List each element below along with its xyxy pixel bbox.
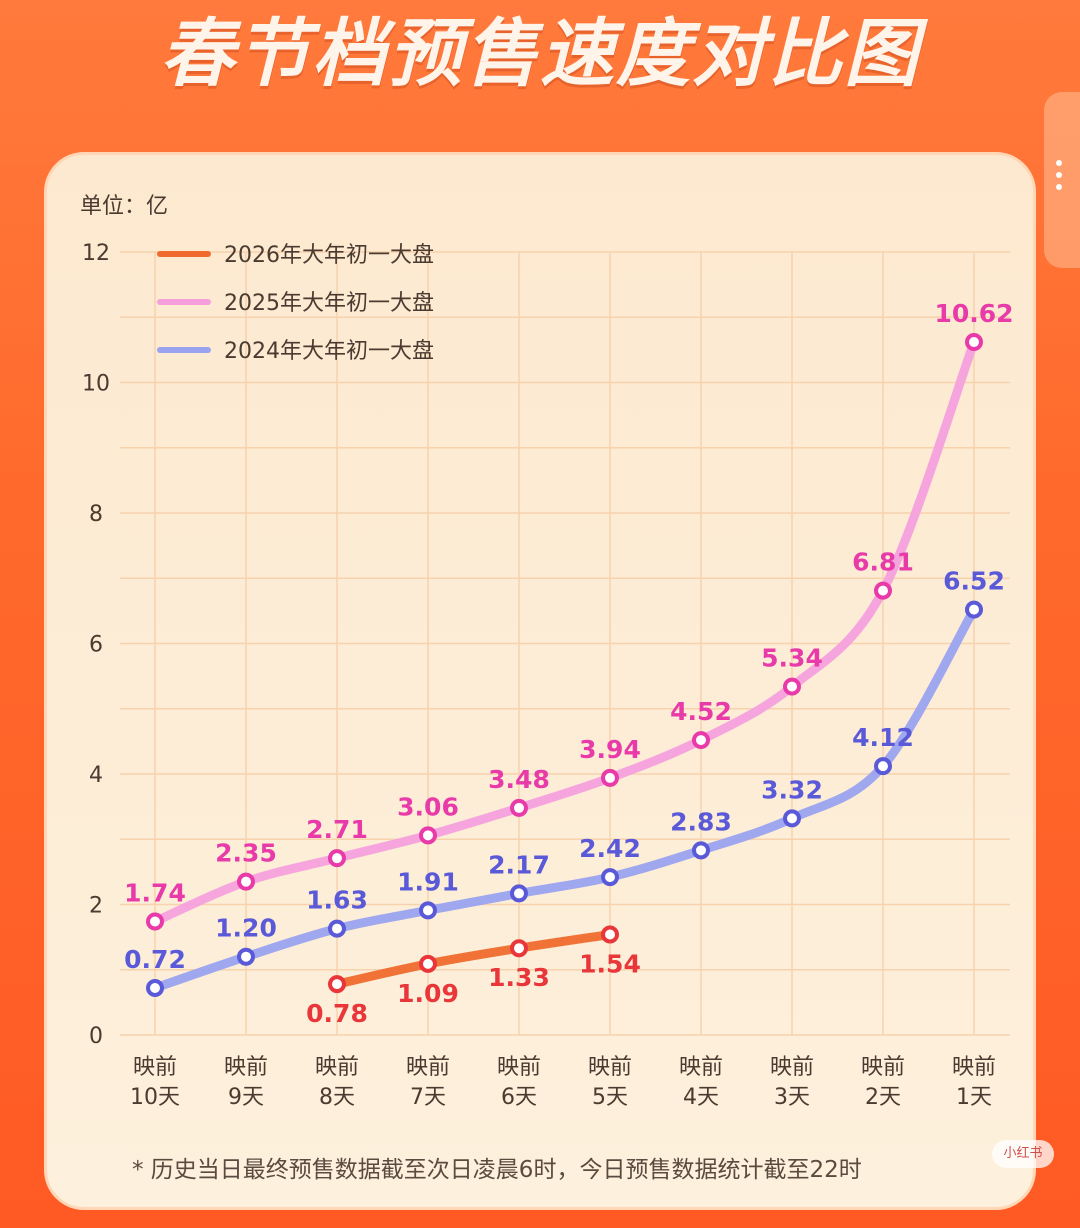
side-scroll-handle[interactable]: [1044, 92, 1080, 268]
data-point-2026: [419, 954, 437, 973]
data-label-2026: 1.33: [488, 963, 550, 992]
series-line-2024: [150, 605, 979, 993]
data-point-2024: [328, 919, 346, 938]
data-point-2024: [874, 757, 892, 776]
data-point-2025: [965, 333, 983, 352]
x-tick-label: 映前: [406, 1055, 450, 1080]
data-label-2024: 1.63: [306, 886, 368, 915]
x-tick-label: 映前: [679, 1055, 723, 1080]
data-label-2025: 1.74: [124, 878, 186, 907]
x-tick-label: 4天: [683, 1085, 719, 1110]
legend-label: 2025年大年初一大盘: [224, 291, 434, 316]
watermark-badge: 小红书: [992, 1140, 1054, 1168]
legend-label: 2026年大年初一大盘: [224, 243, 434, 268]
x-tick-label: 映前: [588, 1055, 632, 1080]
data-label-2024: 3.32: [761, 775, 823, 804]
x-tick-label: 映前: [224, 1055, 268, 1080]
x-tick-label: 1天: [956, 1085, 992, 1110]
data-point-2026: [510, 939, 528, 958]
x-tick-label: 映前: [770, 1055, 814, 1080]
y-tick-label: 8: [89, 502, 103, 527]
data-label-2024: 1.91: [397, 867, 459, 896]
unit-label: 单位：亿: [80, 194, 169, 219]
data-point-2024: [692, 841, 710, 860]
x-tick-label: 3天: [774, 1085, 810, 1110]
data-label-2024: 6.52: [943, 567, 1005, 596]
x-tick-label: 7天: [410, 1085, 446, 1110]
data-label-2024: 4.12: [852, 723, 914, 752]
y-tick-label: 0: [89, 1024, 103, 1049]
data-point-2025: [146, 912, 164, 931]
data-label-2025: 2.71: [306, 815, 368, 844]
data-label-2024: 0.72: [124, 945, 186, 974]
x-tick-label: 10天: [130, 1085, 180, 1110]
legend-label: 2024年大年初一大盘: [224, 339, 434, 364]
footnote: * 历史当日最终预售数据截至次日凌晨6时，今日预售数据统计截至22时: [132, 1157, 862, 1183]
data-point-2025: [328, 849, 346, 868]
data-point-2024: [601, 868, 619, 887]
series-line-2025: [150, 337, 979, 926]
x-tick-label: 映前: [861, 1055, 905, 1080]
data-label-2026: 1.09: [397, 979, 459, 1008]
data-point-2025: [237, 872, 255, 891]
x-tick-label: 映前: [952, 1055, 996, 1080]
data-label-2025: 4.52: [670, 697, 732, 726]
data-label-2025: 6.81: [852, 548, 914, 577]
data-point-2025: [510, 798, 528, 817]
x-tick-label: 映前: [497, 1055, 541, 1080]
x-tick-label: 2天: [865, 1085, 901, 1110]
data-point-2025: [601, 768, 619, 787]
y-tick-label: 2: [89, 894, 103, 919]
series-line-2026: [332, 930, 615, 989]
data-label-2024: 2.83: [670, 807, 732, 836]
data-label-2025: 2.35: [215, 839, 277, 868]
data-label-2025: 3.06: [397, 792, 459, 821]
x-tick-label: 8天: [319, 1085, 355, 1110]
data-point-2026: [601, 925, 619, 944]
data-label-2024: 1.20: [215, 914, 277, 943]
x-tick-label: 5天: [592, 1085, 628, 1110]
page-title: 春节档预售速度对比图: [160, 11, 920, 97]
y-tick-label: 6: [89, 633, 103, 658]
data-point-2026: [328, 975, 346, 994]
data-point-2024: [146, 979, 164, 998]
data-label-2026: 1.54: [579, 950, 641, 979]
data-point-2024: [510, 884, 528, 903]
data-label-2025: 3.48: [488, 765, 550, 794]
data-point-2024: [419, 901, 437, 920]
y-tick-label: 4: [89, 763, 103, 788]
x-tick-label: 映前: [315, 1055, 359, 1080]
x-tick-label: 映前: [133, 1055, 177, 1080]
chart-card: [44, 152, 1036, 1210]
data-point-2025: [874, 581, 892, 600]
data-point-2025: [783, 677, 801, 696]
data-label-2025: 10.62: [934, 299, 1013, 328]
data-point-2024: [965, 600, 983, 619]
data-label-2025: 5.34: [761, 644, 823, 673]
more-options-icon[interactable]: [1056, 160, 1064, 196]
y-tick-label: 10: [82, 372, 110, 397]
data-label-2024: 2.42: [579, 834, 641, 863]
data-point-2024: [237, 947, 255, 966]
data-label-2024: 2.17: [488, 850, 550, 879]
data-point-2024: [783, 809, 801, 828]
data-point-2025: [419, 826, 437, 845]
x-tick-label: 9天: [228, 1085, 264, 1110]
y-tick-label: 12: [82, 241, 110, 266]
x-tick-label: 6天: [501, 1085, 537, 1110]
data-point-2025: [692, 731, 710, 750]
data-label-2026: 0.78: [306, 999, 368, 1028]
data-label-2025: 3.94: [579, 735, 641, 764]
